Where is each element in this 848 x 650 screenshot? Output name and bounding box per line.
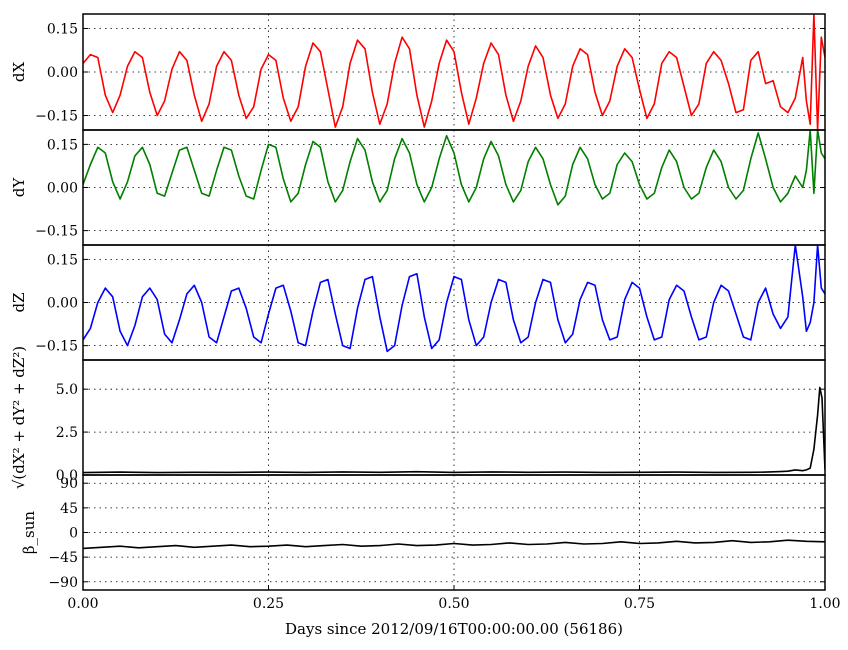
y-tick-label: 0.00 bbox=[47, 181, 78, 197]
y-tick-label: 5.0 bbox=[56, 382, 78, 398]
series-line-beta-sun bbox=[83, 539, 825, 550]
series-line-dy bbox=[83, 130, 825, 206]
series-line-dx bbox=[83, 14, 825, 130]
x-tick-label: 0.75 bbox=[624, 596, 655, 612]
x-tick-label: 0.25 bbox=[253, 596, 284, 612]
x-tick-label: 1.00 bbox=[809, 596, 840, 612]
panel-dx: 0.15 0.00 −0.15 dX bbox=[10, 13, 826, 131]
series-line-dz bbox=[83, 245, 825, 353]
y-tick-label: 0.15 bbox=[47, 22, 78, 38]
panel-dy: 0.15 0.00 −0.15 dY bbox=[10, 129, 826, 246]
series-line-magnitude bbox=[83, 386, 825, 474]
y-axis-label: √(dX² + dY² + dZ²) bbox=[10, 346, 28, 489]
y-tick-label: 0.15 bbox=[47, 137, 78, 153]
y-tick-label: 2.5 bbox=[56, 425, 78, 441]
y-tick-label: 0.00 bbox=[47, 296, 78, 312]
x-axis-label: Days since 2012/09/16T00:00:00.00 (56186… bbox=[285, 620, 623, 638]
y-tick-label: −45 bbox=[48, 550, 78, 566]
y-tick-label: 0.0 bbox=[56, 468, 78, 484]
y-tick-label: −0.15 bbox=[35, 109, 78, 125]
x-tick-label: 0.00 bbox=[67, 596, 98, 612]
x-tick-label: 0.50 bbox=[438, 596, 469, 612]
y-tick-label: 0.15 bbox=[47, 252, 78, 268]
y-tick-label: −90 bbox=[48, 575, 78, 591]
y-axis-label: dZ bbox=[10, 292, 28, 312]
y-axis-label: dX bbox=[10, 62, 28, 83]
y-axis-label: β_sun bbox=[20, 511, 38, 555]
panel-beta-sun: 90 45 0 −45 −90 β_sun 0.00 0.25 0.50 0.75 1.00 bbox=[20, 474, 841, 612]
y-tick-label: 90 bbox=[60, 476, 78, 492]
panel-magnitude: 5.0 2.5 0.0 √(dX² + dY² + dZ²) bbox=[10, 346, 826, 489]
y-tick-label: −0.15 bbox=[35, 224, 78, 240]
y-tick-label: 0 bbox=[69, 526, 78, 542]
y-tick-label: −0.15 bbox=[35, 339, 78, 355]
panel-dz: 0.15 0.00 −0.15 dZ bbox=[10, 244, 826, 361]
y-axis-label: dY bbox=[10, 177, 28, 198]
y-tick-label: 0.00 bbox=[47, 65, 78, 81]
y-tick-label: 45 bbox=[60, 501, 78, 517]
